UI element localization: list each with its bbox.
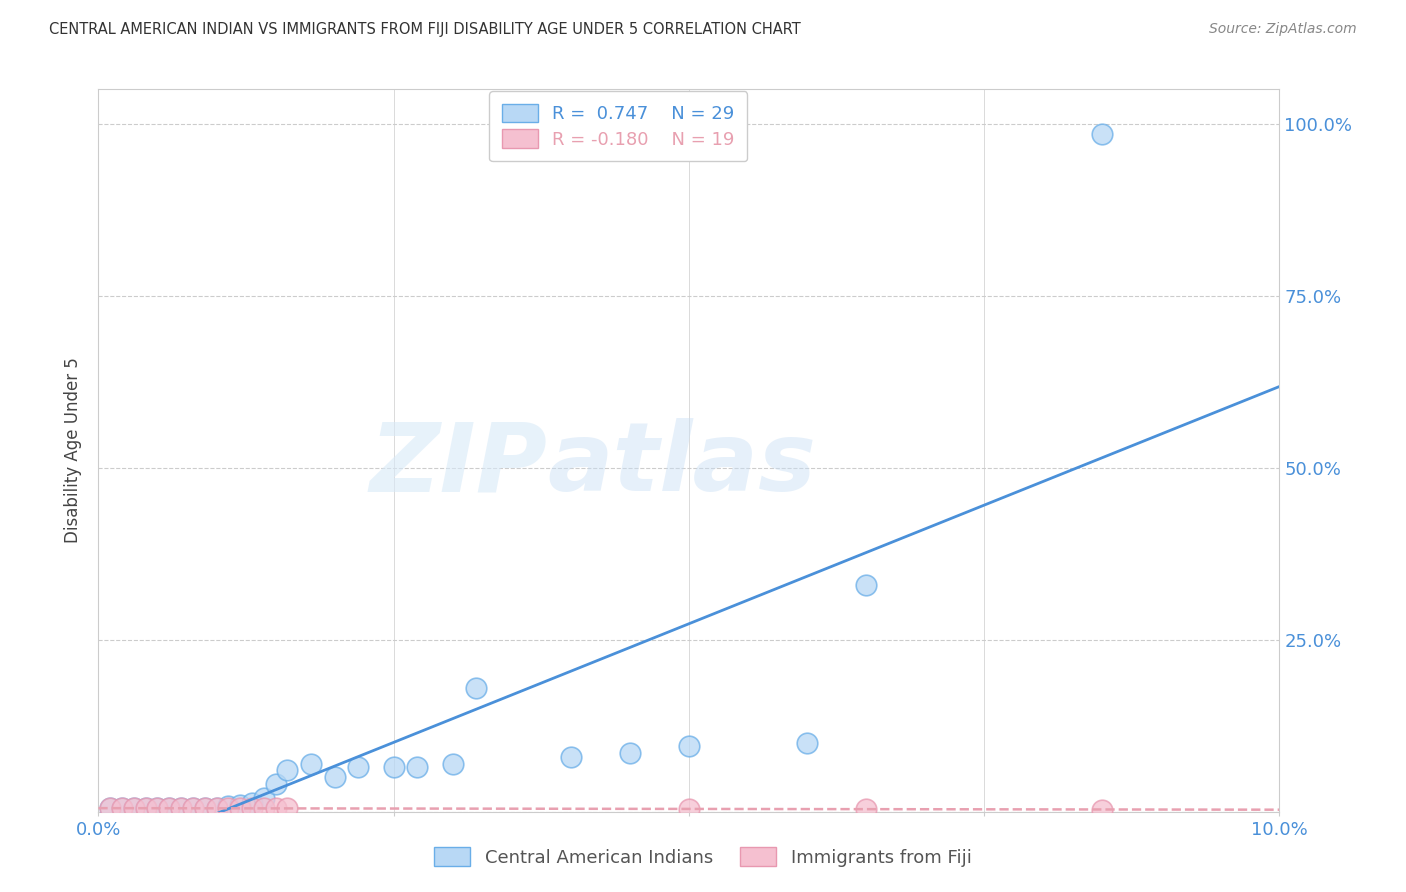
Point	[264, 801, 287, 815]
Point	[1091, 803, 1114, 817]
Point	[205, 801, 228, 815]
Point	[406, 760, 429, 774]
Point	[855, 577, 877, 591]
Point	[146, 801, 169, 815]
Point	[264, 777, 287, 791]
Point	[181, 801, 204, 815]
Point	[229, 797, 252, 812]
Point	[170, 801, 193, 815]
Point	[253, 791, 276, 805]
Point	[276, 801, 298, 815]
Point	[323, 770, 346, 784]
Point	[229, 801, 252, 815]
Point	[217, 801, 239, 815]
Point	[678, 739, 700, 754]
Point	[194, 801, 217, 815]
Text: ZIP: ZIP	[370, 418, 547, 511]
Point	[111, 801, 134, 815]
Point	[122, 801, 145, 815]
Text: atlas: atlas	[547, 418, 817, 511]
Point	[240, 797, 263, 811]
Point	[146, 801, 169, 815]
Point	[1091, 127, 1114, 141]
Point	[347, 760, 370, 774]
Point	[181, 801, 204, 815]
Point	[170, 801, 193, 815]
Point	[678, 802, 700, 816]
Legend: R =  0.747    N = 29, R = -0.180    N = 19: R = 0.747 N = 29, R = -0.180 N = 19	[489, 91, 747, 161]
Point	[796, 736, 818, 750]
Point	[382, 760, 405, 774]
Point	[111, 801, 134, 815]
Point	[205, 801, 228, 815]
Point	[98, 801, 121, 815]
Text: CENTRAL AMERICAN INDIAN VS IMMIGRANTS FROM FIJI DISABILITY AGE UNDER 5 CORRELATI: CENTRAL AMERICAN INDIAN VS IMMIGRANTS FR…	[49, 22, 801, 37]
Point	[157, 801, 180, 815]
Point	[135, 801, 157, 815]
Point	[855, 802, 877, 816]
Point	[441, 756, 464, 771]
Legend: Central American Indians, Immigrants from Fiji: Central American Indians, Immigrants fro…	[427, 840, 979, 874]
Point	[253, 801, 276, 815]
Point	[157, 801, 180, 815]
Point	[194, 801, 217, 815]
Point	[619, 746, 641, 760]
Point	[465, 681, 488, 695]
Point	[217, 799, 239, 814]
Point	[299, 756, 322, 771]
Point	[122, 801, 145, 815]
Point	[560, 749, 582, 764]
Y-axis label: Disability Age Under 5: Disability Age Under 5	[65, 358, 83, 543]
Point	[98, 801, 121, 815]
Point	[135, 801, 157, 815]
Text: Source: ZipAtlas.com: Source: ZipAtlas.com	[1209, 22, 1357, 37]
Point	[240, 801, 263, 815]
Point	[276, 764, 298, 778]
